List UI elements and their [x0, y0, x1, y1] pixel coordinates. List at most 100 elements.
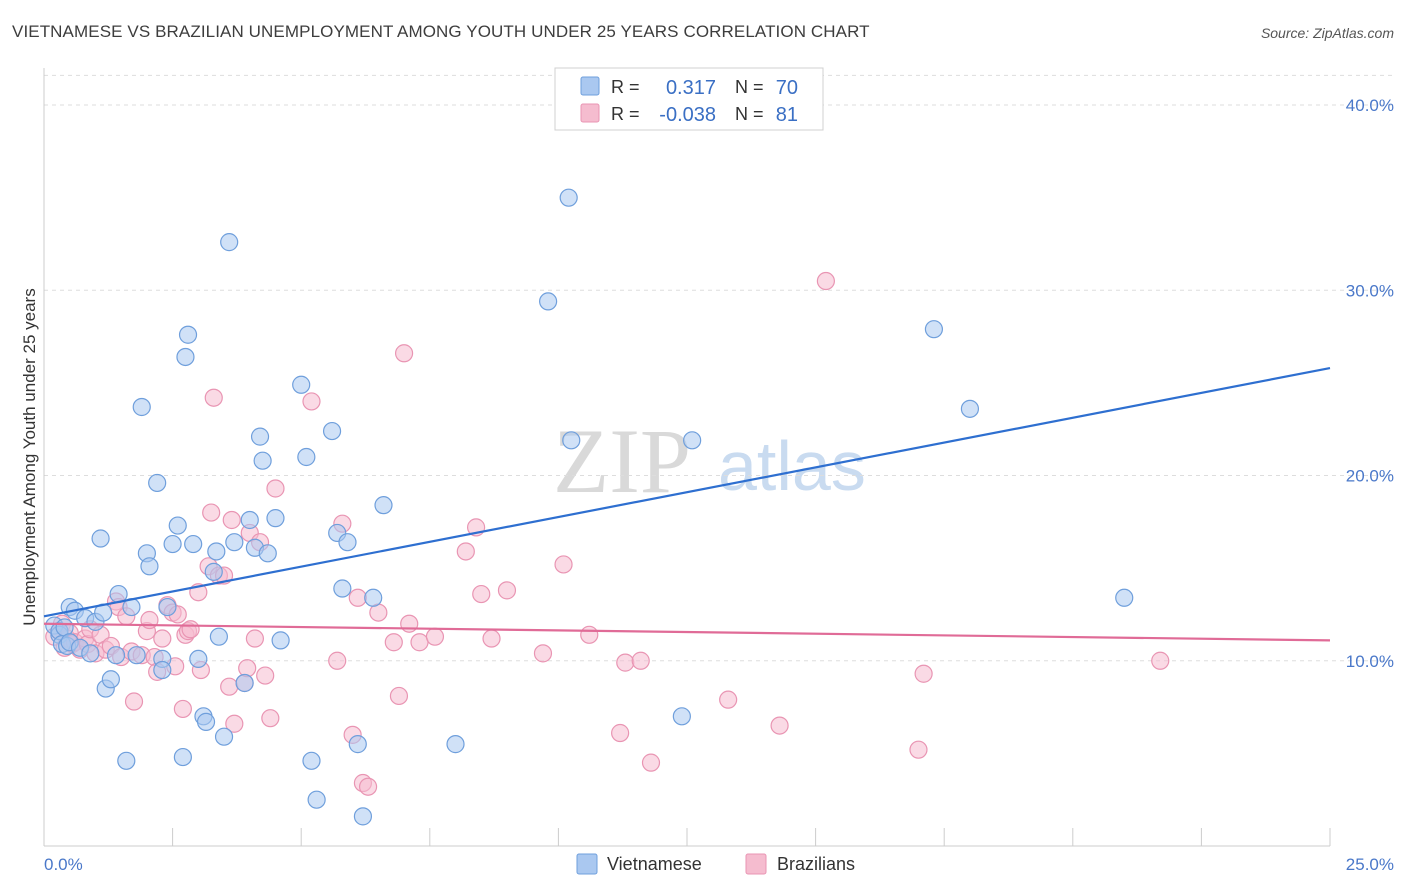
point-vietnamese [364, 588, 383, 607]
point-vietnamese [235, 673, 254, 693]
point-vietnamese [266, 509, 285, 528]
point-vietnamese [173, 747, 192, 767]
point-brazilians [389, 686, 409, 706]
point-brazilians [153, 629, 172, 648]
point-vietnamese [240, 510, 259, 530]
legend-swatch-vietnamese [580, 76, 600, 96]
point-brazilians [394, 344, 414, 363]
point-brazilians [400, 614, 419, 633]
point-vietnamese [271, 631, 290, 650]
point-brazilians [631, 651, 650, 670]
point-vietnamese [153, 660, 172, 680]
y-axis-tick-labels: 10.0% 20.0% 30.0% 40.0% [1346, 96, 1394, 671]
x-axis-tick-labels: 0.0% 25.0% [44, 855, 1394, 874]
point-vietnamese [338, 533, 357, 552]
legend-n-label-brazilians: N = [735, 104, 764, 124]
point-brazilians [914, 664, 933, 683]
point-brazilians [358, 777, 378, 796]
point-brazilians [261, 709, 280, 728]
y-tick-label: 20.0% [1346, 467, 1394, 486]
point-brazilians [266, 479, 285, 498]
point-brazilians [472, 584, 491, 604]
point-vietnamese [258, 544, 277, 563]
legend-n-value-brazilians: 81 [776, 104, 798, 126]
point-vietnamese [214, 727, 234, 746]
watermark-atlas: atlas [718, 427, 866, 505]
point-brazilians [909, 740, 928, 759]
point-vietnamese [302, 751, 321, 770]
point-vietnamese [81, 644, 100, 663]
point-vietnamese [168, 516, 187, 535]
point-brazilians [554, 555, 573, 574]
point-vietnamese [322, 421, 342, 441]
point-vietnamese [196, 712, 216, 731]
point-vietnamese [140, 557, 159, 576]
y-axis-label: Unemployment Among Youth under 25 years [20, 288, 39, 625]
point-brazilians [580, 625, 599, 644]
gridlines [44, 74, 1394, 662]
watermark: ZIP atlas [553, 410, 866, 512]
point-brazilians [384, 633, 403, 652]
point-brazilians [482, 629, 501, 648]
point-brazilians [616, 653, 635, 672]
point-brazilians [222, 510, 241, 530]
point-brazilians [225, 714, 244, 733]
point-brazilians [124, 692, 144, 711]
point-vietnamese [446, 735, 465, 754]
point-vietnamese [132, 397, 151, 417]
point-brazilians [348, 588, 367, 607]
point-vietnamese [960, 399, 980, 418]
y-tick-label: 40.0% [1346, 96, 1394, 115]
point-brazilians [238, 659, 257, 678]
point-vietnamese [127, 646, 146, 665]
point-vietnamese [220, 233, 239, 252]
point-brazilians [202, 503, 221, 522]
series-legend-swatch-vietnamese [576, 853, 598, 875]
point-brazilians [181, 620, 200, 639]
trend-line-vietnamese [43, 367, 1331, 618]
point-vietnamese [204, 562, 223, 581]
point-brazilians [497, 581, 517, 600]
trend-line-brazilians [43, 622, 1331, 642]
point-vietnamese [253, 451, 272, 470]
point-brazilians [456, 542, 475, 561]
point-brazilians [641, 753, 661, 772]
point-brazilians [410, 633, 429, 652]
y-tick-label: 10.0% [1346, 652, 1394, 671]
legend-swatch-brazilians [580, 103, 600, 123]
series-vietnamese-points [45, 188, 1134, 826]
x-axis-ticks [43, 828, 1331, 846]
point-vietnamese [924, 320, 944, 339]
point-vietnamese [189, 649, 208, 669]
point-brazilians [533, 644, 553, 663]
point-vietnamese [297, 447, 316, 467]
legend-r-label-brazilians: R = [611, 104, 640, 124]
point-brazilians [220, 677, 239, 696]
series-legend-swatch-brazilians [745, 853, 767, 875]
trend-lines [43, 367, 1331, 642]
point-vietnamese [207, 542, 226, 561]
point-vietnamese [1115, 588, 1134, 607]
legend-box-frame [554, 67, 824, 131]
point-brazilians [611, 723, 630, 743]
series-legend-label-vietnamese: Vietnamese [607, 854, 702, 874]
series-brazilians-points [45, 271, 1170, 796]
point-vietnamese [292, 375, 311, 394]
point-brazilians [425, 627, 445, 646]
point-vietnamese [562, 431, 581, 450]
correlation-legend: R = 0.317 N = 70 R = -0.038 N = 81 [554, 67, 824, 131]
legend-r-label-vietnamese: R = [611, 77, 640, 97]
x-tick-label-min: 0.0% [44, 855, 83, 874]
point-brazilians [328, 651, 347, 670]
point-vietnamese [117, 751, 136, 770]
point-vietnamese [158, 597, 177, 617]
point-vietnamese [353, 807, 373, 826]
point-vietnamese [163, 534, 182, 554]
series-legend: Vietnamese Brazilians [576, 853, 855, 875]
point-brazilians [204, 388, 223, 407]
point-vietnamese [683, 431, 702, 450]
series-legend-label-brazilians: Brazilians [777, 854, 855, 874]
point-vietnamese [333, 579, 352, 598]
watermark-zip: ZIP [553, 410, 691, 512]
